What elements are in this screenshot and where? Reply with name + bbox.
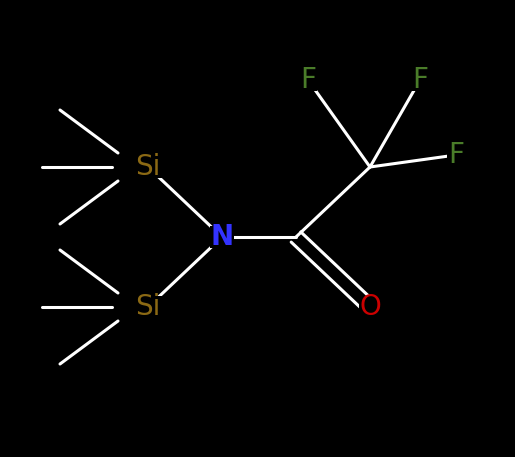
Text: O: O — [359, 293, 381, 321]
FancyBboxPatch shape — [131, 296, 165, 318]
FancyBboxPatch shape — [299, 69, 317, 91]
Text: F: F — [300, 66, 316, 94]
FancyBboxPatch shape — [210, 226, 234, 248]
FancyBboxPatch shape — [411, 69, 429, 91]
Text: F: F — [448, 141, 464, 169]
Text: N: N — [211, 223, 234, 251]
FancyBboxPatch shape — [359, 296, 381, 318]
FancyBboxPatch shape — [447, 144, 465, 166]
Text: Si: Si — [135, 293, 161, 321]
Text: F: F — [412, 66, 428, 94]
Text: Si: Si — [135, 153, 161, 181]
FancyBboxPatch shape — [131, 156, 165, 178]
